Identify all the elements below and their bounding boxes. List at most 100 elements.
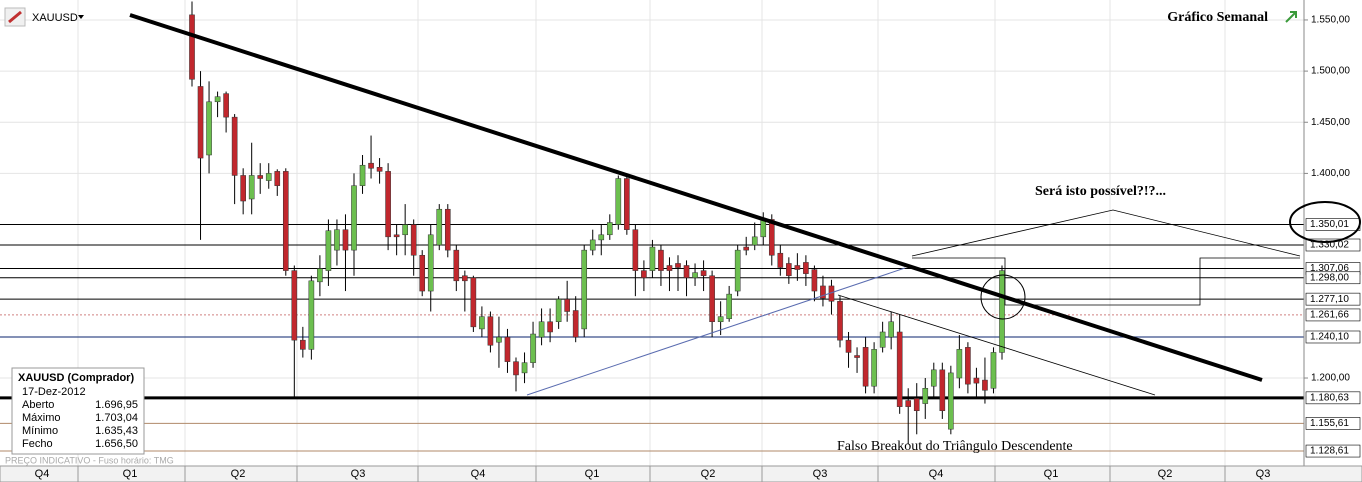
level-label-box	[1305, 271, 1361, 285]
candle-body	[896, 331, 903, 407]
candle-body	[641, 270, 647, 279]
candle-body	[487, 316, 494, 346]
candle-body	[854, 355, 860, 358]
candle-body	[410, 224, 417, 256]
candle-body	[913, 398, 920, 412]
candle-body	[453, 249, 460, 282]
info-date: 17-Dez-2012	[22, 386, 86, 398]
candle-body	[427, 234, 434, 292]
candle-body	[760, 219, 767, 238]
levels-ellipse	[1289, 201, 1361, 243]
candle-body	[231, 116, 238, 176]
candle-body	[692, 272, 698, 279]
candle-body	[965, 347, 971, 385]
candle-body	[632, 229, 639, 271]
candle-body	[649, 246, 656, 271]
level-label: 1.128,61	[1310, 446, 1349, 457]
level-label: 1.155,61	[1310, 418, 1349, 429]
y-tick-label: 1.400,00	[1311, 168, 1350, 179]
candle-body	[462, 275, 468, 282]
candle-body	[325, 230, 332, 271]
info-label: Máximo	[22, 412, 61, 424]
grid	[0, 0, 1304, 466]
candle-body	[820, 285, 826, 299]
candle-body	[930, 369, 937, 387]
candle-body	[589, 239, 596, 251]
level-label-box	[1305, 444, 1361, 458]
y-tick-label: 1.550,00	[1311, 15, 1350, 26]
level-label: 1.307,06	[1310, 263, 1349, 274]
level-label: 1.298,00	[1310, 272, 1349, 283]
symbol-dropdown[interactable]	[78, 15, 84, 19]
info-value: 1.635,43	[95, 425, 138, 437]
candle-body	[223, 93, 229, 118]
candle-body	[504, 336, 511, 362]
level-label-box	[1305, 308, 1361, 322]
candle-body	[274, 171, 281, 186]
candle-body	[709, 275, 715, 322]
candle-body	[265, 173, 272, 181]
candle-body	[683, 265, 690, 279]
annotation: Falso Breakout do Triângulo Descendente	[837, 439, 1073, 454]
candle-body	[513, 361, 519, 376]
candle-body	[334, 229, 340, 251]
candle-body	[871, 349, 877, 387]
info-value: 1.703,04	[95, 412, 138, 424]
candle-body	[939, 369, 946, 412]
candle-body	[206, 101, 212, 156]
level-label-box	[1305, 391, 1361, 405]
y-tick-label: 1.200,00	[1311, 373, 1350, 384]
candle-body	[786, 263, 792, 276]
title-arrow	[1285, 11, 1297, 23]
candle-body	[419, 255, 426, 292]
candle-body	[581, 249, 588, 330]
drawings	[129, 13, 1301, 396]
main-trendline	[129, 13, 1263, 382]
projection-box	[912, 257, 1300, 306]
candle-body	[385, 171, 391, 238]
x-tick-label: Q1	[123, 468, 138, 480]
x-tick-label: Q3	[1256, 468, 1271, 480]
x-tick-label: Q2	[701, 468, 716, 480]
candle-body	[572, 310, 579, 338]
level-label-box	[1305, 417, 1361, 430]
level-label: 1.330,02	[1310, 240, 1349, 251]
x-axis-strip	[0, 465, 1362, 482]
level-label-box	[1305, 330, 1361, 344]
x-tick-label: Q4	[35, 468, 50, 480]
candle-body	[948, 372, 954, 430]
candle-body	[555, 298, 562, 322]
candle-body	[189, 14, 195, 80]
footer: PREÇO INDICATIVO - Fuso horário: TMG	[5, 455, 174, 465]
candle-body	[598, 234, 605, 241]
candle-body	[444, 208, 451, 251]
candle-body	[999, 270, 1005, 353]
candle-body	[291, 270, 298, 341]
candle-body	[624, 178, 630, 230]
x-tick-label: Q4	[471, 468, 486, 480]
candle-body	[521, 362, 528, 374]
candle-body	[402, 224, 408, 236]
candle-body	[470, 277, 477, 328]
x-tick-label: Q4	[929, 468, 944, 480]
x-tick-label: Q3	[813, 468, 828, 480]
candle-body	[700, 270, 707, 276]
candle-body	[214, 96, 221, 103]
candle-body	[564, 298, 570, 312]
candle-body	[496, 336, 502, 343]
symbol[interactable]: XAUUSD	[32, 12, 78, 24]
x-tick-label: Q2	[1158, 468, 1173, 480]
candle-body	[538, 321, 545, 338]
level-label: 1.277,10	[1310, 294, 1349, 305]
x-tick-label: Q1	[585, 468, 600, 480]
y-tick-label: 1.450,00	[1311, 117, 1350, 128]
breakout-circle	[980, 274, 1026, 320]
candle-body	[803, 262, 809, 274]
level-label: 1.240,10	[1310, 332, 1349, 343]
candle-body	[479, 316, 485, 330]
candle-body	[956, 349, 963, 379]
candle-body	[257, 175, 264, 179]
candle-body	[342, 229, 349, 251]
chart-title: Gráfico Semanal	[1167, 10, 1268, 25]
